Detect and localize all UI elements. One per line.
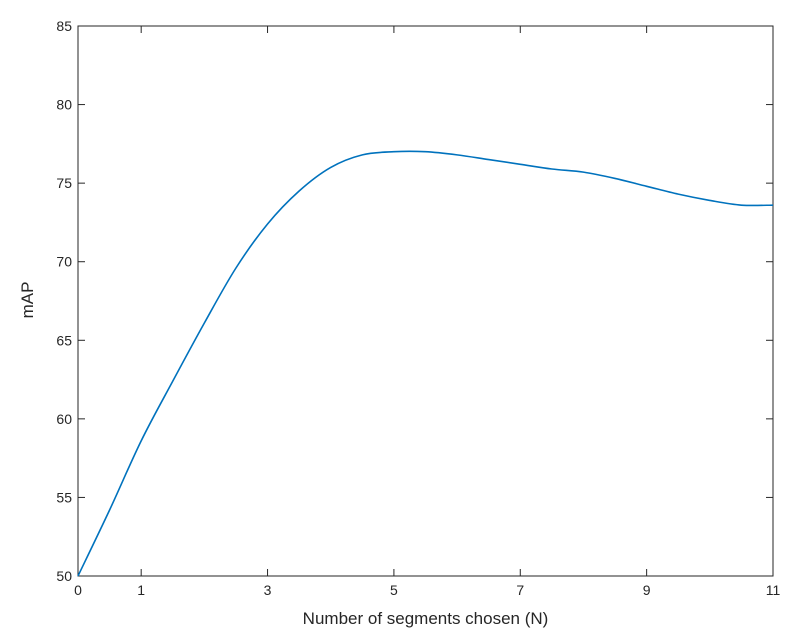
- x-tick-label: 1: [137, 582, 145, 598]
- x-tick-label: 0: [74, 582, 82, 598]
- y-tick-label: 70: [56, 254, 72, 270]
- y-tick-label: 75: [56, 175, 72, 191]
- y-tick-label: 80: [56, 97, 72, 113]
- x-tick-label: 5: [390, 582, 398, 598]
- series-group: [77, 150, 774, 577]
- y-axis-ticks: 50 55 60 65 70 75 80 85: [56, 18, 773, 584]
- series-line: [77, 150, 774, 577]
- x-tick-label: 7: [516, 582, 524, 598]
- x-axis-ticks: 0 1 3 5 7 9 11: [74, 26, 780, 598]
- y-axis-label: mAP: [18, 282, 37, 319]
- y-tick-label: 65: [56, 332, 72, 348]
- y-tick-label: 50: [56, 568, 72, 584]
- x-axis-label: Number of segments chosen (N): [303, 609, 549, 628]
- x-tick-label: 11: [766, 582, 781, 598]
- x-tick-label: 3: [264, 582, 272, 598]
- y-tick-label: 55: [56, 489, 72, 505]
- plot-area: [77, 25, 774, 577]
- y-tick-label: 85: [56, 18, 72, 34]
- x-tick-label: 9: [643, 582, 651, 598]
- y-tick-label: 60: [56, 411, 72, 427]
